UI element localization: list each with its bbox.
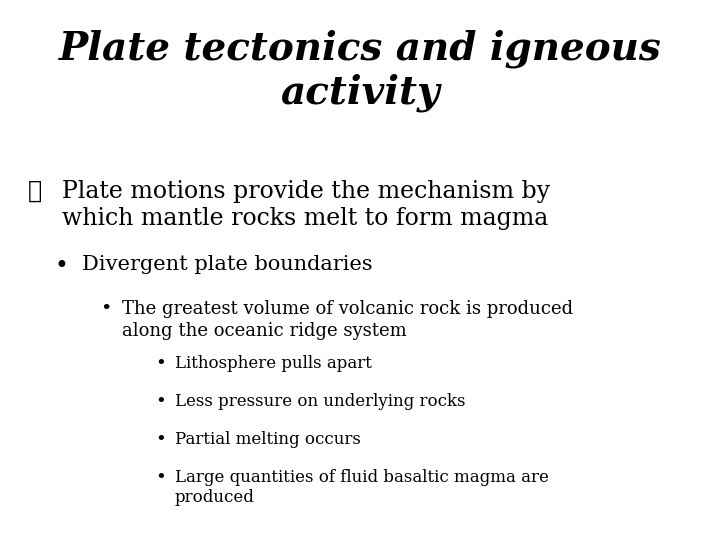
Text: Partial melting occurs: Partial melting occurs (175, 431, 361, 448)
Text: Large quantities of fluid basaltic magma are
produced: Large quantities of fluid basaltic magma… (175, 469, 549, 507)
Text: Plate tectonics and igneous
activity: Plate tectonics and igneous activity (58, 30, 662, 111)
Text: The greatest volume of volcanic rock is produced
along the oceanic ridge system: The greatest volume of volcanic rock is … (122, 300, 573, 340)
Text: Lithosphere pulls apart: Lithosphere pulls apart (175, 355, 372, 372)
Text: ❖: ❖ (28, 180, 42, 203)
Text: •: • (155, 469, 166, 487)
Text: Plate motions provide the mechanism by
which mantle rocks melt to form magma: Plate motions provide the mechanism by w… (62, 180, 550, 231)
Text: •: • (155, 393, 166, 411)
Text: •: • (155, 431, 166, 449)
Text: •: • (155, 355, 166, 373)
Text: •: • (100, 300, 112, 318)
Text: Less pressure on underlying rocks: Less pressure on underlying rocks (175, 393, 466, 410)
Text: Divergent plate boundaries: Divergent plate boundaries (82, 255, 373, 274)
Text: •: • (55, 255, 69, 278)
